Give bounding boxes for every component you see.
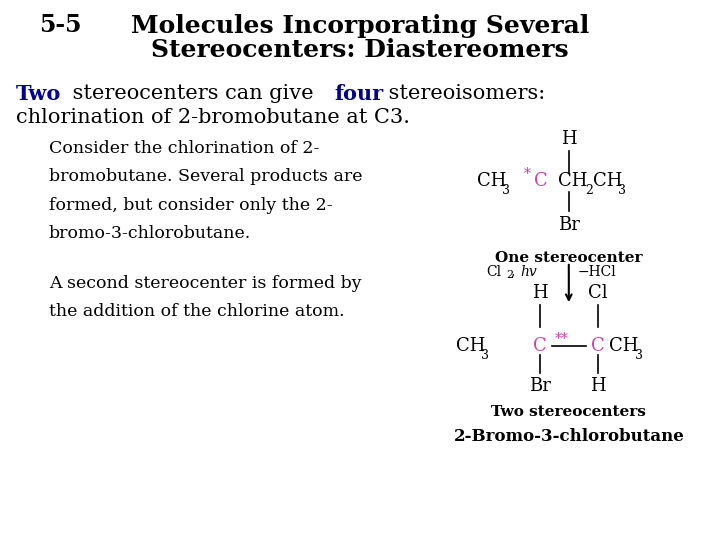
Text: Stereocenters: Diastereomers: Stereocenters: Diastereomers [151,38,569,62]
Text: One stereocenter: One stereocenter [495,251,642,265]
Text: chlorination of 2-bromobutane at C3.: chlorination of 2-bromobutane at C3. [16,108,410,127]
Text: Cl: Cl [486,265,501,279]
Text: 3: 3 [502,184,510,197]
Text: CH: CH [593,172,622,190]
Text: stereoisomers:: stereoisomers: [382,84,545,103]
Text: Br: Br [529,377,551,395]
Text: CH: CH [609,336,639,355]
Text: 3: 3 [635,349,643,362]
Text: bromo-3-chlorobutane.: bromo-3-chlorobutane. [49,225,251,241]
Text: *: * [524,167,531,181]
Text: CH: CH [456,336,485,355]
Text: C: C [590,336,605,355]
Text: A second stereocenter is formed by: A second stereocenter is formed by [49,275,361,292]
Text: Molecules Incorporating Several: Molecules Incorporating Several [131,14,589,37]
Text: C: C [533,336,547,355]
Text: C: C [534,172,548,190]
Text: 5-5: 5-5 [40,14,82,37]
Text: 2: 2 [506,271,513,280]
Text: stereocenters can give: stereocenters can give [66,84,320,103]
Text: 2-Bromo-3-chlorobutane: 2-Bromo-3-chlorobutane [454,428,684,444]
Text: 3: 3 [481,349,489,362]
Text: H: H [532,285,548,302]
Text: the addition of the chlorine atom.: the addition of the chlorine atom. [49,303,345,320]
Text: four: four [335,84,384,104]
Text: formed, but consider only the 2-: formed, but consider only the 2- [49,197,333,213]
Text: Consider the chlorination of 2-: Consider the chlorination of 2- [49,140,320,157]
Text: Cl: Cl [588,285,608,302]
Text: hv: hv [520,265,536,279]
Text: Two stereocenters: Two stereocenters [491,405,647,419]
Text: −HCl: −HCl [577,265,616,279]
Text: CH: CH [477,172,506,190]
Text: ,: , [511,265,520,279]
Text: Two: Two [16,84,61,104]
Text: 2: 2 [585,184,593,197]
Text: **: ** [554,332,569,346]
Text: H: H [590,377,606,395]
Text: CH: CH [558,172,588,190]
Text: Br: Br [558,216,580,234]
Text: bromobutane. Several products are: bromobutane. Several products are [49,168,362,185]
Text: H: H [561,131,577,149]
Text: 3: 3 [618,184,626,197]
